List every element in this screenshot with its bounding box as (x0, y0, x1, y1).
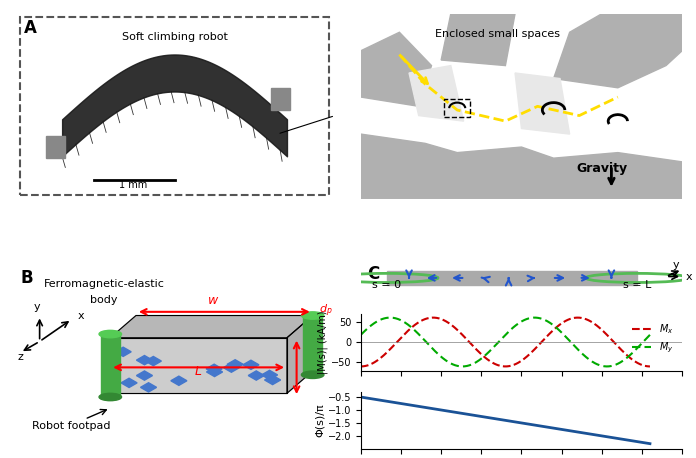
$M_x$ (640, 363, 648, 368)
Polygon shape (145, 356, 161, 365)
Text: t: t (303, 355, 309, 369)
$M_x$ (495, 363, 503, 368)
Polygon shape (141, 383, 157, 392)
Ellipse shape (301, 312, 324, 319)
Bar (46, 136, 65, 158)
$M_x$ (530, 348, 538, 353)
Polygon shape (361, 32, 432, 106)
$M_y$ (496, 337, 505, 343)
$M_x$ (594, 324, 603, 330)
Polygon shape (243, 360, 259, 370)
$M_y$ (530, 315, 538, 321)
$M_y$ (595, 362, 603, 368)
$M_y$ (495, 339, 503, 344)
Text: w: w (208, 294, 219, 307)
$M_y$ (458, 364, 466, 369)
Ellipse shape (99, 330, 122, 338)
$M_y$ (530, 315, 539, 320)
Bar (271, 88, 290, 110)
Polygon shape (262, 371, 278, 380)
$M_y$ (356, 332, 365, 338)
Text: 1 mm: 1 mm (118, 180, 147, 190)
Line: $M_x$: $M_x$ (361, 317, 650, 366)
Line: $M_y$: $M_y$ (361, 317, 650, 366)
Text: Gravity: Gravity (576, 162, 627, 175)
Text: z: z (17, 352, 23, 362)
Text: s = 0: s = 0 (372, 280, 401, 290)
$M_y$ (646, 332, 654, 338)
Polygon shape (207, 367, 223, 376)
$M_x$ (496, 363, 505, 369)
Text: Soft climbing robot: Soft climbing robot (122, 32, 228, 42)
Text: y: y (33, 302, 40, 312)
Polygon shape (110, 338, 287, 393)
Polygon shape (115, 347, 132, 356)
Text: Ferromagnetic-elastic: Ferromagnetic-elastic (43, 278, 164, 289)
Text: $d_p$: $d_p$ (319, 303, 332, 320)
Polygon shape (303, 316, 322, 375)
Bar (444, 99, 470, 117)
Text: Enclosed small spaces: Enclosed small spaces (435, 28, 560, 38)
Polygon shape (101, 334, 120, 397)
Legend: $M_x$, $M_y$: $M_x$, $M_y$ (628, 318, 677, 359)
Text: x: x (686, 272, 692, 282)
Polygon shape (248, 371, 264, 380)
Polygon shape (409, 65, 464, 121)
$M_y$ (640, 338, 649, 344)
Y-axis label: |M(s)| (kA/m): |M(s)| (kA/m) (317, 310, 328, 374)
Text: y: y (672, 260, 679, 270)
Polygon shape (287, 316, 313, 393)
$M_x$ (514, 360, 522, 365)
Text: A: A (24, 19, 36, 37)
Polygon shape (361, 134, 682, 199)
$M_y$ (514, 321, 522, 327)
Text: x: x (78, 311, 85, 321)
Polygon shape (110, 316, 313, 338)
Text: C: C (367, 265, 379, 283)
Polygon shape (223, 363, 239, 372)
Text: s = L: s = L (623, 280, 651, 290)
Polygon shape (136, 355, 152, 365)
Text: Robot footpad: Robot footpad (33, 421, 111, 431)
Text: B: B (20, 269, 33, 287)
Text: L: L (195, 365, 202, 378)
$M_x$ (429, 315, 438, 320)
Polygon shape (553, 14, 682, 88)
Polygon shape (136, 371, 152, 380)
Ellipse shape (99, 393, 122, 401)
Text: body: body (90, 295, 118, 305)
Y-axis label: Φ(s)/π: Φ(s)/π (315, 403, 325, 437)
Polygon shape (121, 378, 137, 387)
Polygon shape (227, 360, 243, 369)
Polygon shape (441, 14, 515, 65)
$M_x$ (356, 364, 365, 369)
Polygon shape (515, 73, 569, 134)
Polygon shape (264, 376, 280, 385)
FancyBboxPatch shape (20, 17, 329, 195)
Bar (386, 271, 637, 285)
$M_x$ (646, 364, 654, 369)
Polygon shape (171, 376, 187, 385)
Ellipse shape (301, 371, 324, 378)
Polygon shape (206, 364, 222, 373)
